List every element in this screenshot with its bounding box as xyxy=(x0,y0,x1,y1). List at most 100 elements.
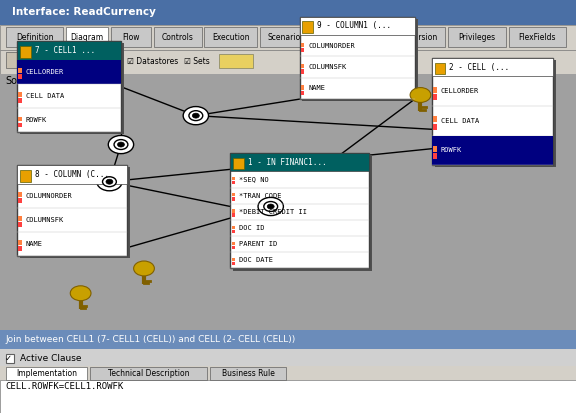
FancyBboxPatch shape xyxy=(301,43,304,47)
FancyBboxPatch shape xyxy=(18,93,22,97)
FancyBboxPatch shape xyxy=(20,43,124,134)
FancyBboxPatch shape xyxy=(17,165,127,184)
Text: Privileges: Privileges xyxy=(458,33,495,42)
FancyBboxPatch shape xyxy=(0,0,576,25)
Text: 2 - CELL (...: 2 - CELL (... xyxy=(449,63,509,71)
Circle shape xyxy=(106,179,113,184)
FancyBboxPatch shape xyxy=(232,197,235,201)
Text: 9 - COLUMN1 (...: 9 - COLUMN1 (... xyxy=(317,21,391,30)
Text: COLUMNORDER: COLUMNORDER xyxy=(26,193,73,199)
Circle shape xyxy=(264,202,278,211)
FancyBboxPatch shape xyxy=(20,167,130,258)
Text: CELLORDER: CELLORDER xyxy=(26,69,64,75)
FancyBboxPatch shape xyxy=(20,170,31,182)
Text: CELLORDER: CELLORDER xyxy=(441,88,479,94)
Text: *SEQ NO: *SEQ NO xyxy=(239,176,269,183)
FancyBboxPatch shape xyxy=(6,27,63,47)
FancyBboxPatch shape xyxy=(300,17,415,35)
FancyBboxPatch shape xyxy=(18,216,22,221)
FancyBboxPatch shape xyxy=(232,225,235,229)
Text: ROWFK: ROWFK xyxy=(26,117,47,123)
FancyBboxPatch shape xyxy=(433,94,437,100)
Circle shape xyxy=(258,197,283,216)
Text: FlexFields: FlexFields xyxy=(518,33,556,42)
FancyBboxPatch shape xyxy=(18,198,22,203)
FancyBboxPatch shape xyxy=(0,349,576,366)
Text: Diagram: Diagram xyxy=(71,33,104,42)
FancyBboxPatch shape xyxy=(18,98,22,103)
Text: Technical Description: Technical Description xyxy=(108,369,190,378)
Text: ☑ Columns: ☑ Columns xyxy=(69,57,112,66)
FancyBboxPatch shape xyxy=(435,63,445,74)
FancyBboxPatch shape xyxy=(18,240,22,245)
FancyBboxPatch shape xyxy=(0,50,576,74)
FancyBboxPatch shape xyxy=(232,230,235,233)
FancyBboxPatch shape xyxy=(260,27,312,47)
Circle shape xyxy=(97,173,122,191)
FancyBboxPatch shape xyxy=(6,354,14,363)
Text: NAME: NAME xyxy=(308,85,325,91)
FancyBboxPatch shape xyxy=(154,27,202,47)
FancyBboxPatch shape xyxy=(111,27,151,47)
FancyBboxPatch shape xyxy=(232,258,235,261)
FancyBboxPatch shape xyxy=(403,27,445,47)
Text: ✓: ✓ xyxy=(5,354,12,363)
Text: COLUMNSFK: COLUMNSFK xyxy=(308,64,346,70)
Text: ROWFK: ROWFK xyxy=(441,147,462,153)
Circle shape xyxy=(70,286,91,301)
Text: 1 - IN FINANC1...: 1 - IN FINANC1... xyxy=(248,158,327,166)
FancyBboxPatch shape xyxy=(210,367,286,380)
FancyBboxPatch shape xyxy=(90,367,207,380)
Text: Definition: Definition xyxy=(16,33,54,42)
FancyBboxPatch shape xyxy=(432,58,553,165)
FancyBboxPatch shape xyxy=(0,330,576,349)
Text: DOC ID: DOC ID xyxy=(239,225,264,231)
FancyBboxPatch shape xyxy=(0,74,576,330)
Text: Business Rule: Business Rule xyxy=(222,369,275,378)
Text: Join between CELL1 (7- CELL1 (CELL)) and CELL (2- CELL (CELL)): Join between CELL1 (7- CELL1 (CELL)) and… xyxy=(6,335,296,344)
FancyBboxPatch shape xyxy=(233,158,244,169)
FancyBboxPatch shape xyxy=(0,25,576,50)
FancyBboxPatch shape xyxy=(232,262,235,265)
FancyBboxPatch shape xyxy=(302,21,313,33)
FancyBboxPatch shape xyxy=(18,116,22,121)
FancyBboxPatch shape xyxy=(18,123,22,127)
FancyBboxPatch shape xyxy=(432,58,553,76)
Text: Sources: Sources xyxy=(6,76,44,85)
FancyBboxPatch shape xyxy=(360,27,400,47)
Text: 8 - COLUMN (C...: 8 - COLUMN (C... xyxy=(35,170,108,179)
FancyBboxPatch shape xyxy=(18,74,22,79)
FancyBboxPatch shape xyxy=(433,116,437,122)
Text: Active Clause: Active Clause xyxy=(20,354,82,363)
Circle shape xyxy=(410,88,431,102)
FancyBboxPatch shape xyxy=(433,153,437,159)
Text: Implementation: Implementation xyxy=(16,369,77,378)
FancyBboxPatch shape xyxy=(232,242,235,245)
Circle shape xyxy=(189,111,203,121)
FancyBboxPatch shape xyxy=(17,165,127,256)
FancyBboxPatch shape xyxy=(433,124,437,130)
Text: CELL DATA: CELL DATA xyxy=(26,93,64,99)
Circle shape xyxy=(108,135,134,154)
Text: NAME: NAME xyxy=(26,241,43,247)
FancyBboxPatch shape xyxy=(509,27,566,47)
FancyBboxPatch shape xyxy=(17,41,121,132)
Text: Interface: ReadCurrency: Interface: ReadCurrency xyxy=(12,7,156,17)
FancyBboxPatch shape xyxy=(0,380,576,413)
FancyBboxPatch shape xyxy=(232,177,235,180)
FancyBboxPatch shape xyxy=(301,85,304,90)
FancyBboxPatch shape xyxy=(219,54,253,68)
Text: Flow: Flow xyxy=(123,33,140,42)
Text: COLUMNSFK: COLUMNSFK xyxy=(26,217,64,223)
Text: COLUMNORDER: COLUMNORDER xyxy=(308,43,355,49)
FancyBboxPatch shape xyxy=(23,52,37,68)
FancyBboxPatch shape xyxy=(40,52,55,68)
Text: DOC DATE: DOC DATE xyxy=(239,257,273,263)
FancyBboxPatch shape xyxy=(230,153,369,268)
FancyBboxPatch shape xyxy=(232,193,235,197)
Text: ☑ Sets: ☑ Sets xyxy=(184,57,210,66)
Circle shape xyxy=(134,261,154,276)
FancyBboxPatch shape xyxy=(18,68,22,73)
Circle shape xyxy=(267,204,274,209)
FancyBboxPatch shape xyxy=(435,60,556,167)
